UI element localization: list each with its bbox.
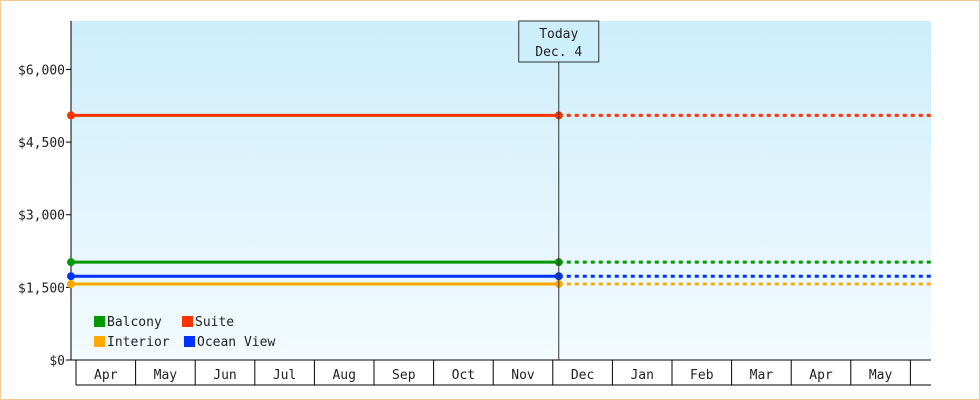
x-tick-label: Apr bbox=[809, 368, 833, 383]
x-tick-label: May bbox=[154, 368, 178, 383]
x-tick-label: Oct bbox=[452, 368, 475, 383]
x-tick-label: Jan bbox=[630, 368, 653, 383]
x-tick-label: Feb bbox=[690, 368, 714, 383]
legend-item-label: Interior bbox=[107, 335, 170, 350]
x-tick-label: Sep bbox=[392, 368, 416, 383]
x-tick-label: May bbox=[869, 368, 893, 383]
x-tick-label: Mar bbox=[750, 368, 774, 383]
legend-swatch bbox=[94, 316, 105, 327]
x-tick-label: Apr bbox=[94, 368, 118, 383]
plot-area bbox=[71, 21, 931, 360]
legend-item-label: Balcony bbox=[107, 315, 162, 330]
legend-swatch bbox=[184, 336, 195, 347]
legend-item-label: Suite bbox=[195, 315, 234, 330]
today-date-label: Dec. 4 bbox=[535, 45, 582, 60]
x-tick-label: Aug bbox=[332, 368, 355, 383]
y-tick-label: $0 bbox=[49, 354, 65, 369]
y-tick-label: $4,500 bbox=[18, 136, 65, 151]
legend-item-label: Ocean View bbox=[197, 335, 275, 350]
series-point-start bbox=[67, 258, 75, 267]
x-tick-label: Dec bbox=[571, 368, 594, 383]
today-label: Today bbox=[539, 27, 578, 42]
legend-swatch bbox=[94, 336, 105, 347]
y-tick-label: $3,000 bbox=[18, 209, 65, 224]
series-point-start bbox=[67, 111, 75, 120]
y-tick-label: $1,500 bbox=[18, 281, 65, 296]
today-box bbox=[518, 20, 600, 63]
x-tick-label: Jun bbox=[213, 368, 236, 383]
x-tick-label: Jul bbox=[273, 368, 296, 383]
x-tick-label: Nov bbox=[511, 368, 535, 383]
legend-swatch bbox=[182, 316, 193, 327]
series-point-start bbox=[67, 279, 75, 288]
y-tick-label: $6,000 bbox=[18, 63, 65, 78]
series-point-start bbox=[67, 272, 75, 281]
